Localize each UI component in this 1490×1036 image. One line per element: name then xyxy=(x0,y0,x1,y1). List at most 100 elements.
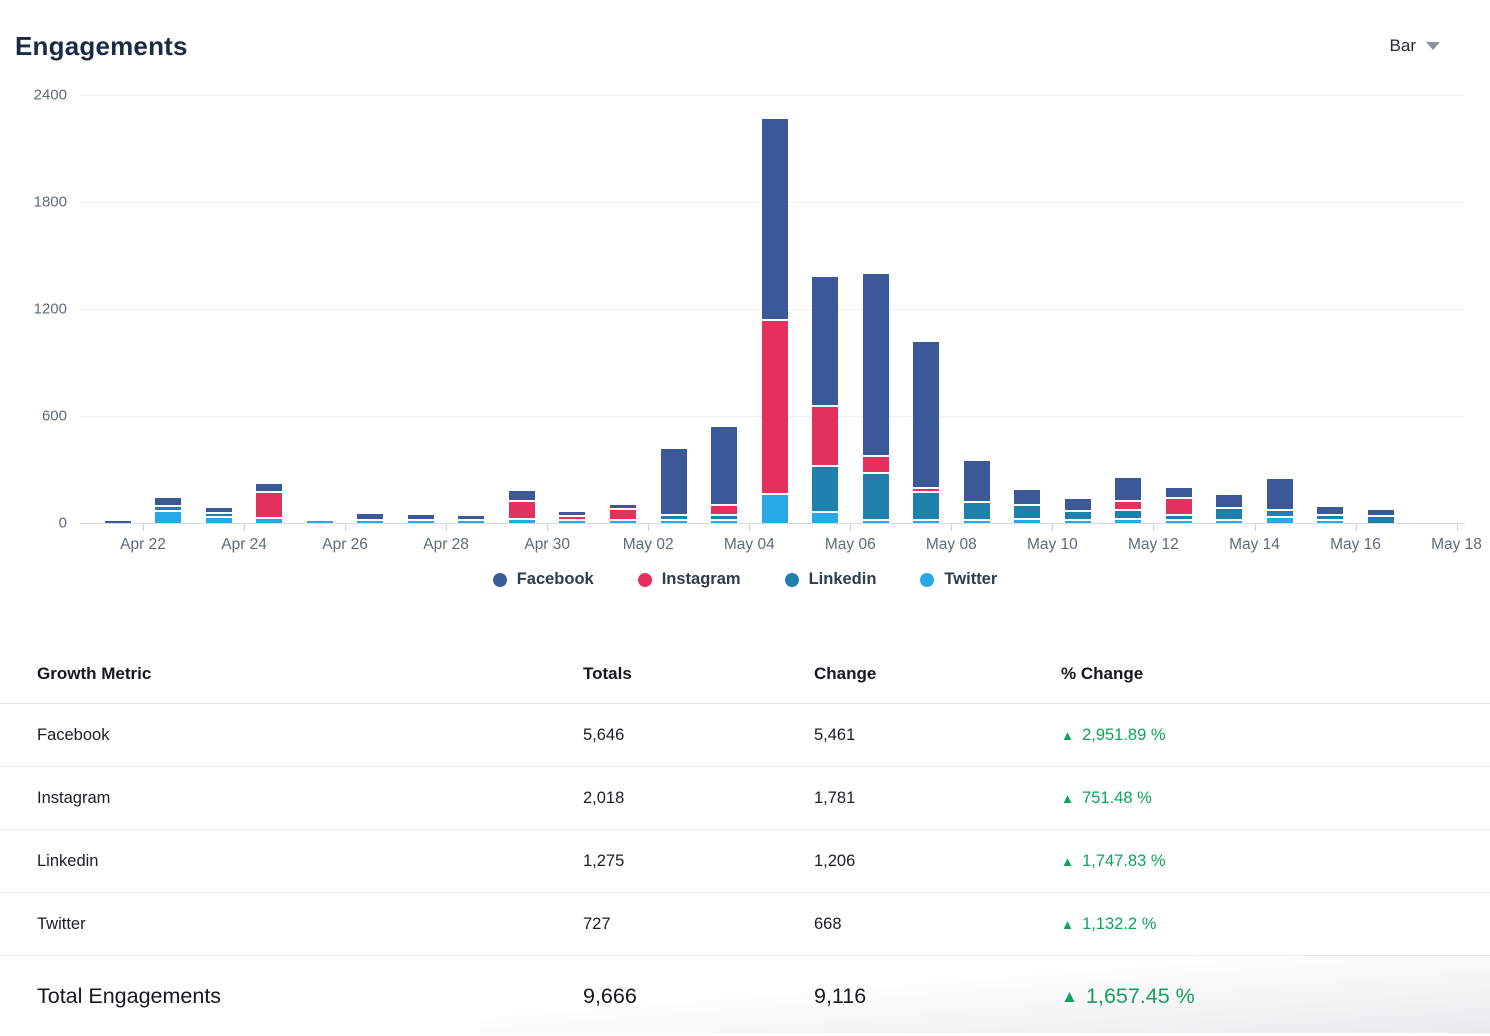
bar-segment-facebook[interactable] xyxy=(1115,478,1142,500)
bar-segment-facebook[interactable] xyxy=(862,273,889,455)
bar-segment-twitter[interactable] xyxy=(660,521,687,523)
bar-may-01[interactable] xyxy=(610,504,636,523)
bar-apr-23[interactable] xyxy=(205,508,232,523)
bar-segment-twitter[interactable] xyxy=(1014,520,1041,523)
bar-segment-twitter[interactable] xyxy=(508,519,535,523)
bar-may-11[interactable] xyxy=(1115,478,1142,523)
bar-segment-linkedin[interactable] xyxy=(1317,515,1344,519)
bar-apr-26[interactable] xyxy=(357,513,384,523)
bar-segment-linkedin[interactable] xyxy=(205,513,232,516)
bar-segment-instagram[interactable] xyxy=(1165,499,1192,514)
bar-segment-linkedin[interactable] xyxy=(1014,506,1041,519)
bar-segment-linkedin[interactable] xyxy=(1165,515,1192,519)
bar-may-12[interactable] xyxy=(1165,488,1192,523)
bar-segment-linkedin[interactable] xyxy=(913,493,940,519)
bar-segment-twitter[interactable] xyxy=(155,511,182,523)
bar-apr-24[interactable] xyxy=(256,483,283,523)
bar-segment-twitter[interactable] xyxy=(407,520,434,523)
legend-item-twitter[interactable]: Twitter xyxy=(920,570,997,589)
bar-may-05[interactable] xyxy=(812,277,838,523)
bar-segment-facebook[interactable] xyxy=(407,514,434,519)
bar-segment-linkedin[interactable] xyxy=(963,503,990,519)
bar-segment-facebook[interactable] xyxy=(508,490,535,500)
bar-segment-twitter[interactable] xyxy=(1064,521,1091,523)
bar-segment-twitter[interactable] xyxy=(559,521,586,523)
bar-segment-facebook[interactable] xyxy=(205,508,232,512)
bar-segment-facebook[interactable] xyxy=(458,516,485,519)
bar-segment-linkedin[interactable] xyxy=(1367,516,1394,523)
bar-apr-27[interactable] xyxy=(407,514,434,523)
bar-apr-30[interactable] xyxy=(559,511,586,523)
bar-segment-twitter[interactable] xyxy=(256,518,283,523)
bar-segment-instagram[interactable] xyxy=(256,492,283,517)
bar-segment-facebook[interactable] xyxy=(1367,509,1394,515)
bar-segment-twitter[interactable] xyxy=(963,521,990,523)
bar-may-02[interactable] xyxy=(660,448,687,523)
legend-item-linkedin[interactable]: Linkedin xyxy=(784,570,876,589)
bar-segment-facebook[interactable] xyxy=(761,119,788,319)
bar-segment-instagram[interactable] xyxy=(508,501,535,518)
bar-segment-facebook[interactable] xyxy=(1266,479,1293,510)
bar-segment-facebook[interactable] xyxy=(155,498,182,506)
bar-segment-facebook[interactable] xyxy=(660,448,687,515)
bar-segment-linkedin[interactable] xyxy=(862,474,889,519)
bar-segment-twitter[interactable] xyxy=(1115,520,1142,523)
bar-segment-twitter[interactable] xyxy=(711,521,737,523)
bar-segment-twitter[interactable] xyxy=(610,521,636,523)
bar-segment-facebook[interactable] xyxy=(1216,494,1243,508)
bar-apr-25[interactable] xyxy=(306,521,333,523)
bar-segment-linkedin[interactable] xyxy=(1064,512,1091,519)
bar-segment-facebook[interactable] xyxy=(913,342,940,487)
bar-segment-facebook[interactable] xyxy=(711,427,737,504)
bar-may-03[interactable] xyxy=(711,427,737,523)
bar-segment-twitter[interactable] xyxy=(357,521,384,523)
bar-segment-facebook[interactable] xyxy=(1165,488,1192,498)
bar-segment-twitter[interactable] xyxy=(862,521,889,523)
bar-segment-instagram[interactable] xyxy=(559,517,586,519)
bar-apr-28[interactable] xyxy=(458,516,485,523)
bar-may-07[interactable] xyxy=(913,342,940,523)
bar-segment-instagram[interactable] xyxy=(761,320,788,493)
bar-segment-instagram[interactable] xyxy=(812,407,838,465)
bar-apr-22[interactable] xyxy=(155,498,182,523)
bar-segment-twitter[interactable] xyxy=(1165,521,1192,523)
bar-segment-facebook[interactable] xyxy=(256,483,283,491)
bar-may-09[interactable] xyxy=(1014,489,1041,523)
bar-segment-facebook[interactable] xyxy=(1064,498,1091,510)
bar-may-08[interactable] xyxy=(963,461,990,523)
bar-may-06[interactable] xyxy=(862,273,889,523)
bar-may-13[interactable] xyxy=(1216,494,1243,523)
chart-type-dropdown[interactable]: Bar xyxy=(1390,36,1440,56)
bar-segment-instagram[interactable] xyxy=(1115,501,1142,510)
bar-may-16[interactable] xyxy=(1367,509,1394,523)
bar-segment-linkedin[interactable] xyxy=(812,466,838,512)
bar-segment-facebook[interactable] xyxy=(357,513,384,519)
bar-may-14[interactable] xyxy=(1266,479,1293,523)
bar-segment-linkedin[interactable] xyxy=(660,516,687,519)
bar-segment-facebook[interactable] xyxy=(104,520,131,523)
legend-item-instagram[interactable]: Instagram xyxy=(637,570,741,589)
bar-apr-21[interactable] xyxy=(104,520,131,523)
bar-segment-instagram[interactable] xyxy=(711,505,737,515)
legend-item-facebook[interactable]: Facebook xyxy=(492,570,594,589)
bar-segment-facebook[interactable] xyxy=(1014,489,1041,505)
bar-segment-twitter[interactable] xyxy=(812,513,838,523)
bar-segment-twitter[interactable] xyxy=(306,521,333,523)
bar-segment-facebook[interactable] xyxy=(610,504,636,509)
bar-segment-twitter[interactable] xyxy=(1266,517,1293,523)
bar-segment-instagram[interactable] xyxy=(862,456,889,473)
bar-apr-29[interactable] xyxy=(508,490,535,523)
bar-segment-instagram[interactable] xyxy=(610,510,636,519)
bar-may-10[interactable] xyxy=(1064,498,1091,523)
bar-segment-linkedin[interactable] xyxy=(1115,511,1142,519)
bar-segment-twitter[interactable] xyxy=(458,521,485,523)
bar-segment-linkedin[interactable] xyxy=(155,507,182,510)
bar-segment-twitter[interactable] xyxy=(1216,521,1243,523)
bar-segment-facebook[interactable] xyxy=(559,511,586,515)
bar-may-04[interactable] xyxy=(761,119,788,523)
bar-segment-linkedin[interactable] xyxy=(1266,511,1293,516)
bar-segment-twitter[interactable] xyxy=(913,521,940,523)
bar-segment-linkedin[interactable] xyxy=(711,516,737,519)
bar-segment-twitter[interactable] xyxy=(761,494,788,523)
bar-segment-instagram[interactable] xyxy=(913,488,940,492)
